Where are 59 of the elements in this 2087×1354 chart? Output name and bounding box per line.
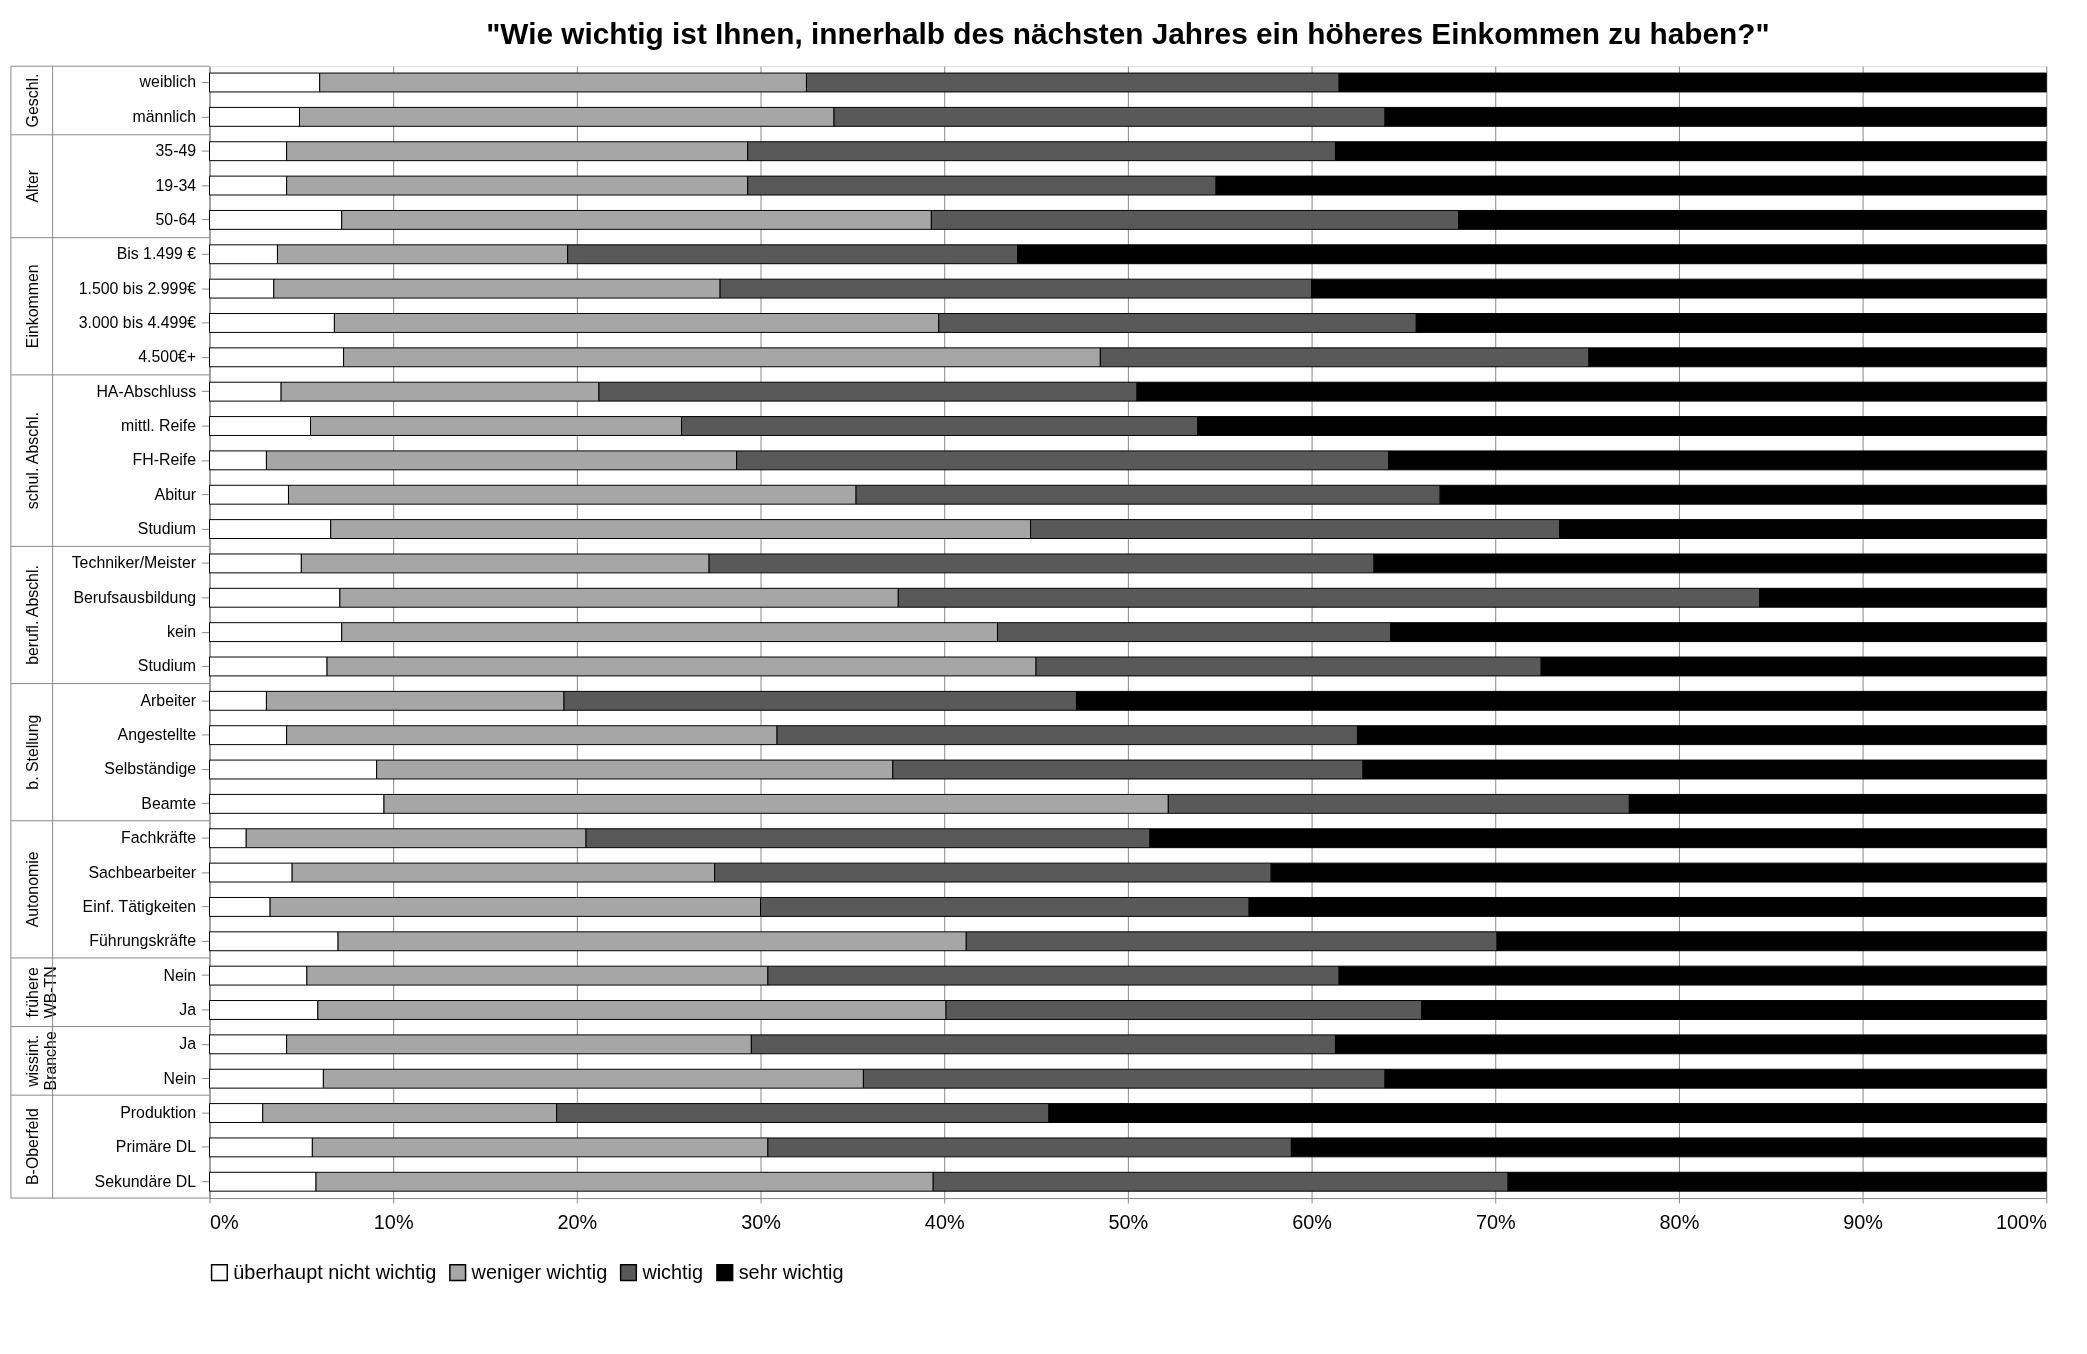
y-tick-label: Techniker/Meister bbox=[71, 554, 197, 572]
legend-label: weniger wichtig bbox=[470, 1260, 608, 1283]
y-tick-label: Abitur bbox=[154, 485, 197, 503]
y-tick-label: männlich bbox=[132, 107, 197, 125]
text: Autonomie bbox=[23, 851, 41, 928]
legend-label: wichtig bbox=[641, 1260, 704, 1283]
x-tick-label: 100% bbox=[1996, 1211, 2047, 1234]
x-tick-label: 40% bbox=[924, 1211, 965, 1234]
text: schul. Abschl. bbox=[23, 412, 41, 510]
y-tick-label: 50-64 bbox=[155, 210, 197, 228]
y-tick-label: Beamte bbox=[141, 794, 197, 812]
x-tick-label: 60% bbox=[1292, 1211, 1332, 1234]
y-tick-label: Sachbearbeiter bbox=[88, 863, 197, 881]
y-tick-label: FH-Reife bbox=[132, 451, 197, 469]
y-tick-label: Sekundäre DL bbox=[94, 1172, 197, 1190]
y-tick-label: 35-49 bbox=[155, 142, 197, 160]
y-tick-label: Produktion bbox=[120, 1104, 197, 1121]
y-tick-label: 19-34 bbox=[155, 176, 197, 194]
y-tick-label: Fachkräfte bbox=[121, 829, 197, 847]
x-tick-label: 0% bbox=[209, 1211, 239, 1234]
legend-label: überhaupt nicht wichtig bbox=[233, 1260, 437, 1283]
y-tick-label: kein bbox=[166, 623, 197, 641]
y-tick-label: Einf. Tätigkeiten bbox=[82, 897, 197, 915]
y-tick-label: Studium bbox=[137, 520, 197, 538]
x-tick-label: 30% bbox=[741, 1211, 781, 1234]
x-tick-label: 20% bbox=[557, 1211, 598, 1234]
legend-label: sehr wichtig bbox=[738, 1260, 844, 1283]
y-tick-label: Nein bbox=[163, 1069, 197, 1087]
text: B-Oberfeld bbox=[23, 1108, 41, 1185]
text: frühere WB-TN bbox=[23, 966, 59, 1019]
y-tick-label: HA-Abschluss bbox=[96, 382, 197, 400]
y-tick-label: Selbständige bbox=[104, 760, 197, 778]
chart-title: "Wie wichtig ist Ihnen, innerhalb des nächsten Jahres ein höheres Einkommen zu haben?" bbox=[486, 16, 1770, 50]
y-tick-label: weiblich bbox=[138, 73, 197, 91]
y-tick-label: 1.500 bis 2.999€ bbox=[78, 279, 197, 297]
y-tick-label: Ja bbox=[179, 1000, 197, 1018]
x-tick-label: 50% bbox=[1108, 1211, 1149, 1234]
y-tick-label: Studium bbox=[137, 657, 197, 675]
text: berufl. Abschl. bbox=[23, 565, 41, 665]
text: Einkommen bbox=[23, 264, 41, 349]
y-tick-label: Angestellte bbox=[117, 726, 197, 744]
text: wissint. Branche bbox=[23, 1031, 59, 1091]
text: b. Stellung bbox=[23, 714, 41, 790]
y-tick-label: Führungskräfte bbox=[89, 932, 197, 950]
y-tick-label: Bis 1.499 € bbox=[116, 245, 197, 263]
y-tick-label: Primäre DL bbox=[115, 1138, 197, 1156]
y-tick-label: 3.000 bis 4.499€ bbox=[78, 313, 197, 331]
x-tick-label: 90% bbox=[1843, 1211, 1883, 1234]
y-tick-label: 4.500€+ bbox=[138, 348, 197, 366]
y-tick-label: Arbeiter bbox=[140, 691, 197, 709]
x-tick-label: 10% bbox=[373, 1211, 414, 1234]
y-tick-label: Berufsausbildung bbox=[73, 588, 197, 606]
y-tick-label: Nein bbox=[163, 966, 197, 984]
text: Alter bbox=[23, 169, 41, 203]
x-tick-label: 80% bbox=[1659, 1211, 1700, 1234]
text: Geschl. bbox=[23, 73, 41, 128]
y-tick-label: Ja bbox=[179, 1035, 197, 1053]
y-tick-label: mittl. Reife bbox=[121, 416, 197, 434]
x-tick-label: 70% bbox=[1475, 1211, 1516, 1234]
